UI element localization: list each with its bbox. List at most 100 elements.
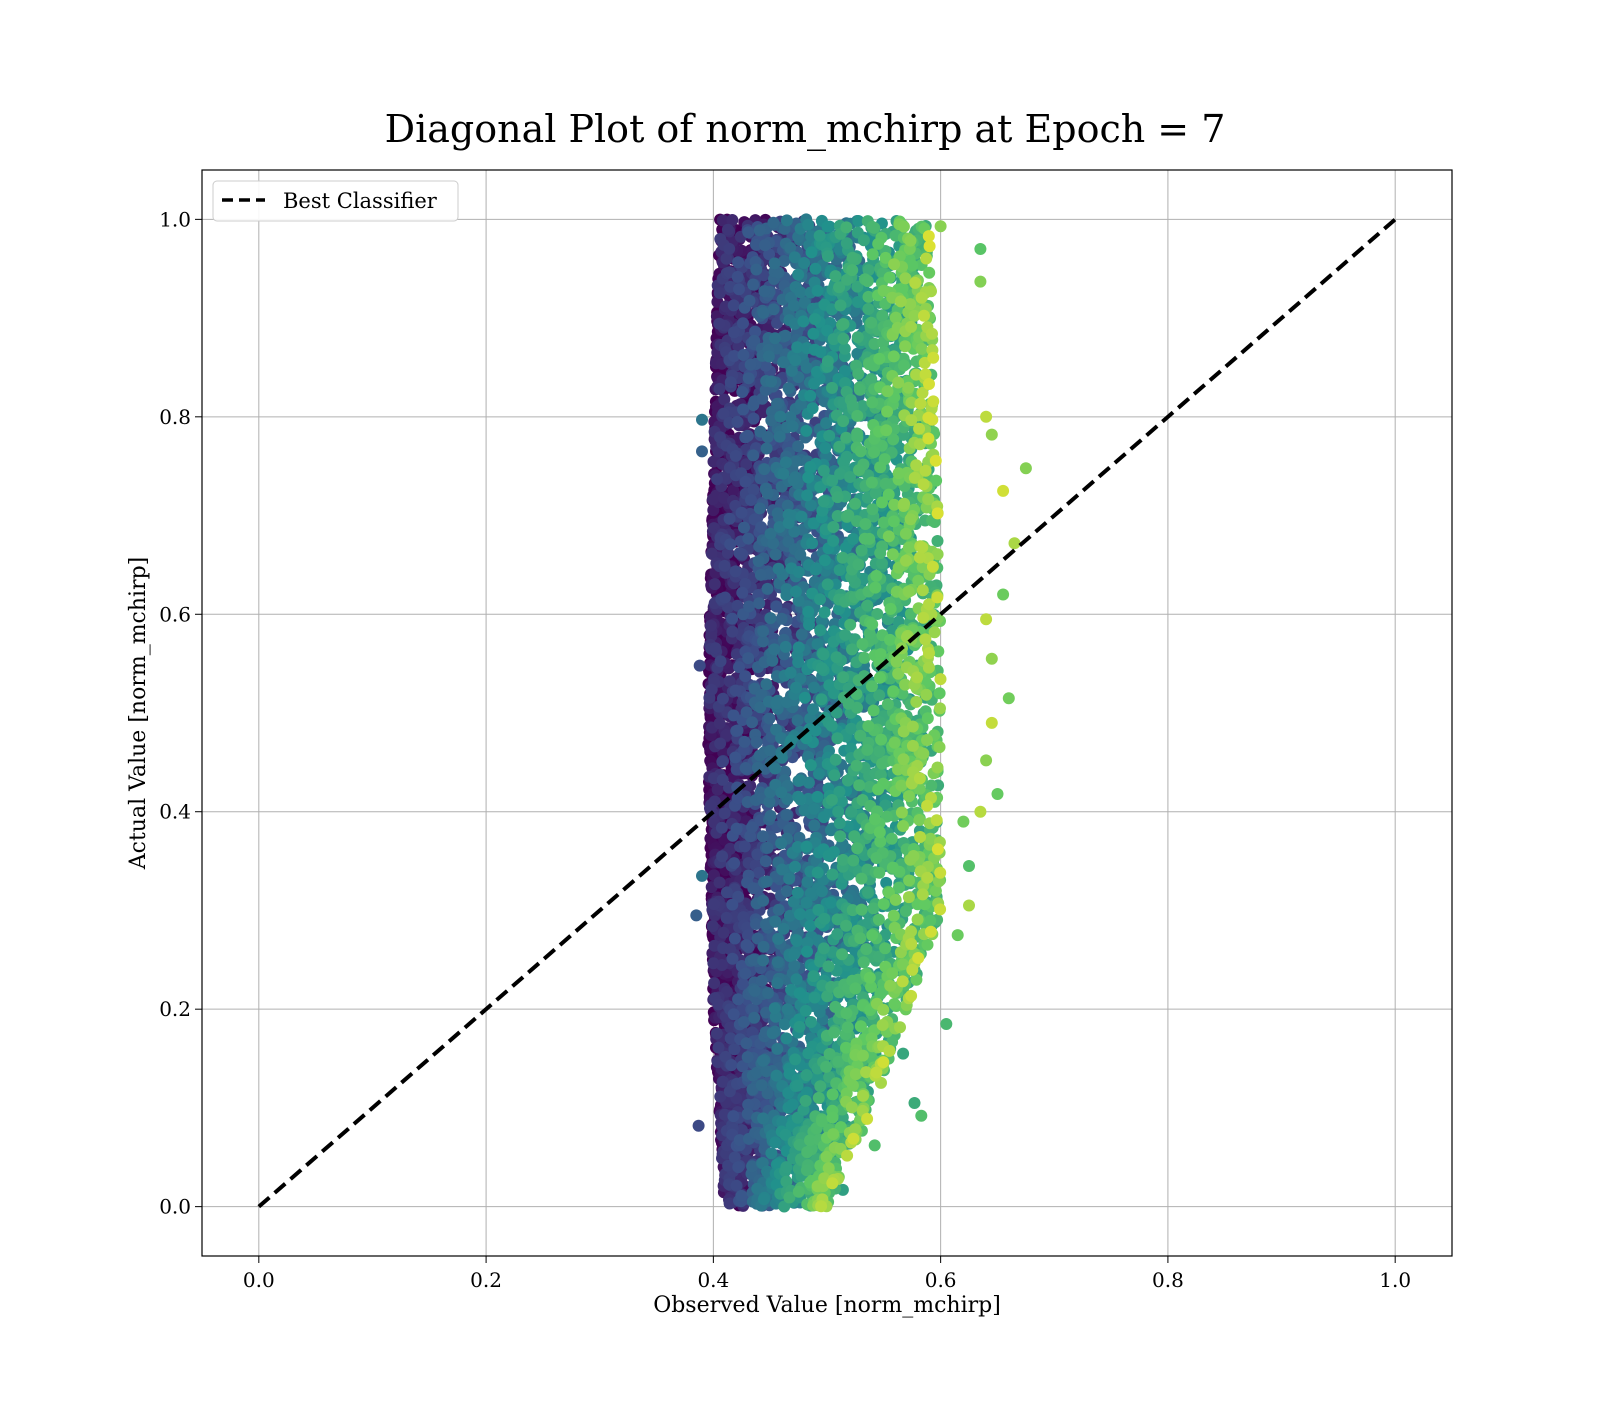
scatter-point [707, 957, 719, 969]
scatter-point [788, 300, 800, 312]
scatter-point [716, 850, 728, 862]
scatter-point [776, 613, 788, 625]
scatter-point [746, 716, 758, 728]
scatter-point [801, 946, 813, 958]
scatter-point [732, 792, 744, 804]
scatter-point [748, 413, 760, 425]
scatter-point [706, 684, 718, 696]
scatter-point [764, 713, 776, 725]
scatter-point [772, 956, 784, 968]
scatter-point [797, 315, 809, 327]
scatter-point [773, 904, 785, 916]
scatter-point [814, 346, 826, 358]
scatter-point [801, 897, 813, 909]
scatter-point [808, 682, 820, 694]
scatter-point [798, 257, 810, 269]
scatter-point [764, 745, 776, 757]
scatter-point [757, 954, 769, 966]
scatter-point [771, 1043, 783, 1055]
scatter-point [726, 613, 738, 625]
scatter-point [777, 356, 789, 368]
scatter-point [793, 566, 805, 578]
scatter-point [802, 606, 814, 618]
scatter-point [724, 513, 736, 525]
scatter-point [795, 794, 807, 806]
scatter-point [708, 898, 720, 910]
scatter-point [819, 442, 831, 454]
scatter-point [747, 279, 759, 291]
scatter-point [732, 1161, 744, 1173]
scatter-point [743, 372, 755, 384]
scatter-point [758, 307, 770, 319]
scatter-point [768, 643, 780, 655]
scatter-point [781, 885, 793, 897]
scatter-point [789, 861, 801, 873]
scatter-point [770, 549, 782, 561]
scatter-point [758, 463, 770, 475]
scatter-point [781, 214, 793, 226]
scatter-point [728, 1008, 740, 1020]
scatter-point [783, 873, 795, 885]
scatter-point [780, 641, 792, 653]
scatter-point [796, 629, 808, 641]
scatter-point [742, 652, 754, 664]
scatter-point [737, 404, 749, 416]
scatter-point [750, 264, 762, 276]
scatter-point [729, 752, 741, 764]
scatter-point [765, 810, 777, 822]
scatter-point [762, 842, 774, 854]
scatter-point [739, 968, 751, 980]
scatter-point [806, 246, 818, 258]
scatter-point [741, 939, 753, 951]
scatter-point [726, 899, 738, 911]
scatter-point [711, 1028, 723, 1040]
scatter-point [760, 855, 772, 867]
scatter-point [728, 299, 740, 311]
scatter-point [747, 882, 759, 894]
scatter-point [812, 285, 824, 297]
scatter-point [756, 1079, 768, 1091]
scatter-point [764, 612, 776, 624]
scatter-point [725, 376, 737, 388]
scatter-point [731, 416, 743, 428]
scatter-point [738, 1016, 750, 1028]
scatter-point [799, 692, 811, 704]
scatter-point [761, 443, 773, 455]
scatter-point [774, 411, 786, 423]
scatter-point [770, 600, 782, 612]
scatter-point [776, 752, 788, 764]
scatter-point [727, 1110, 739, 1122]
scatter-point [794, 774, 806, 786]
scatter-point [757, 635, 769, 647]
scatter-point [717, 774, 729, 786]
scatter-point [772, 933, 784, 945]
scatter-point [736, 587, 748, 599]
scatter-point [743, 601, 755, 613]
scatter-point [803, 619, 815, 631]
scatter-point [714, 738, 726, 750]
scatter-point [763, 350, 775, 362]
scatter-point [812, 791, 824, 803]
scatter-point [780, 809, 792, 821]
scatter-point [757, 830, 769, 842]
scatter-point [775, 837, 787, 849]
scatter-point [794, 908, 806, 920]
scatter-point [790, 682, 802, 694]
scatter-point [780, 456, 792, 468]
scatter-point [753, 597, 765, 609]
scatter-point [732, 271, 744, 283]
scatter-point [762, 583, 774, 595]
scatter-point [792, 714, 804, 726]
scatter-point [792, 269, 804, 281]
scatter-point [767, 1027, 779, 1039]
scatter-point [714, 717, 726, 729]
scatter-point [730, 565, 742, 577]
scatter-point [722, 224, 734, 236]
scatter-point [793, 642, 805, 654]
scatter-point [708, 977, 720, 989]
scatter-point [714, 383, 726, 395]
scatter-point [693, 1120, 705, 1132]
scatter-point [742, 226, 754, 238]
scatter-point [806, 537, 818, 549]
scatter-point [779, 1018, 791, 1030]
